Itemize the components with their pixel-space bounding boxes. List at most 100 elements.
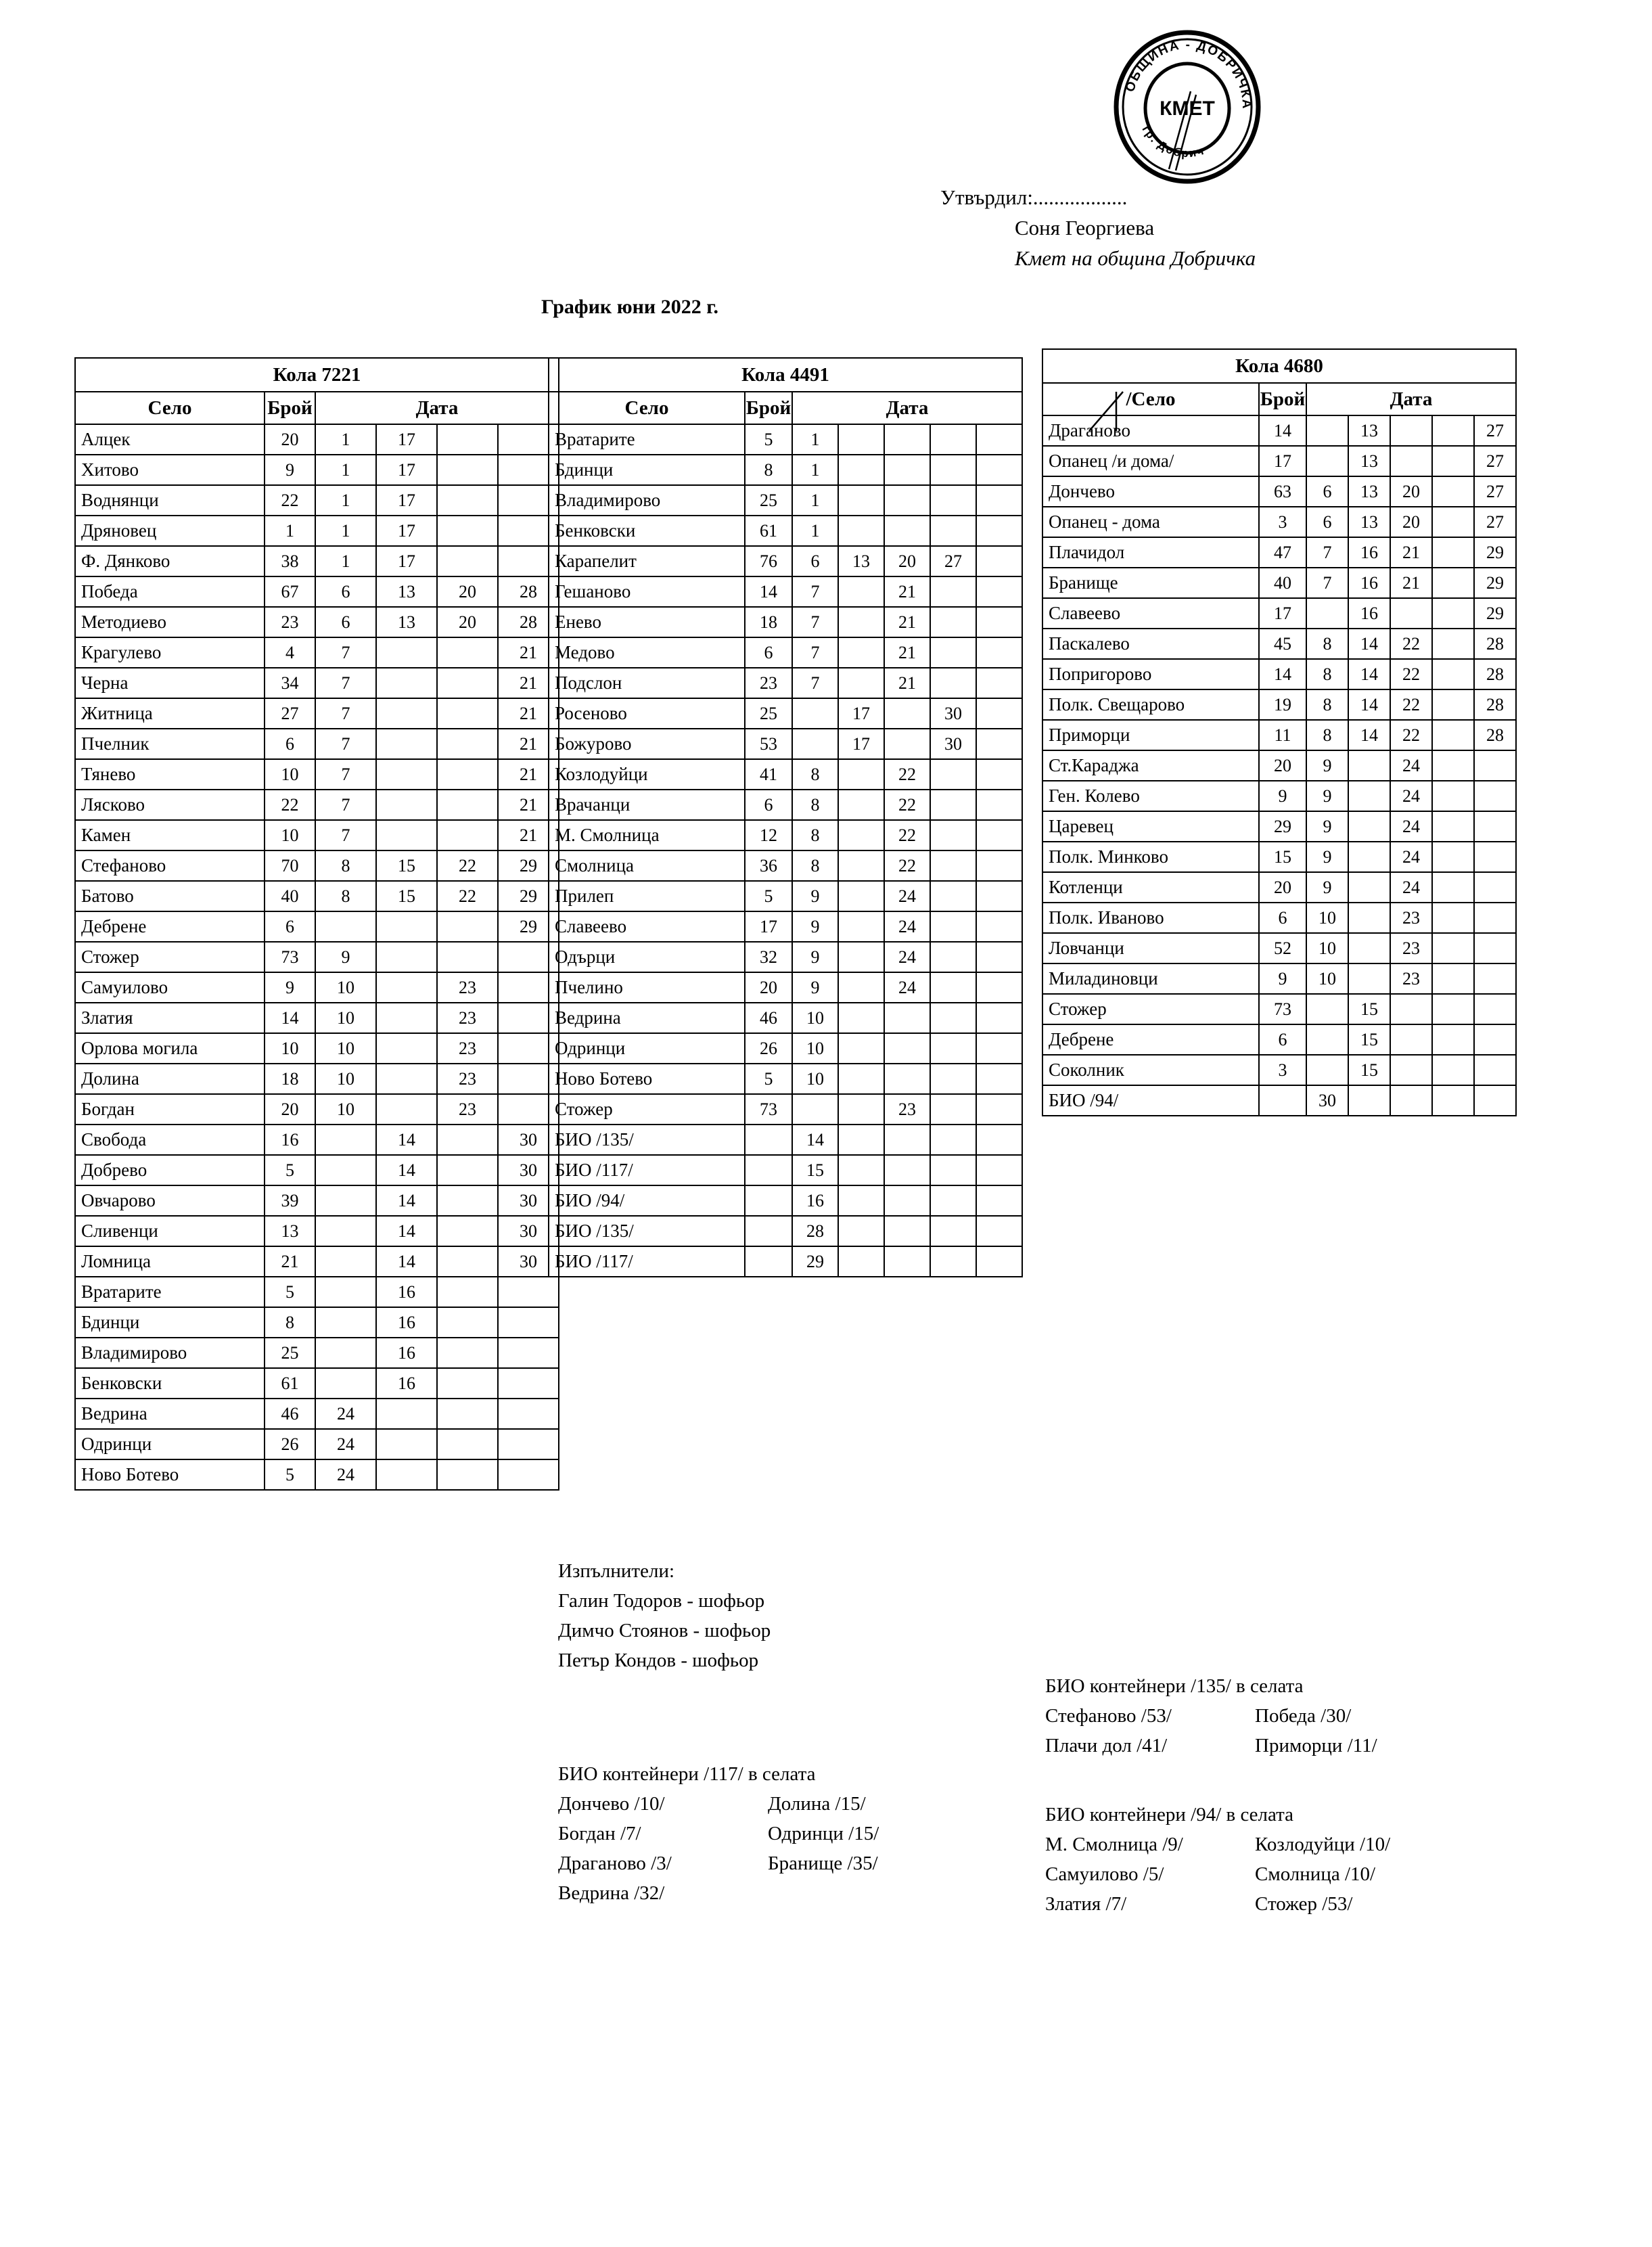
cell-date	[436, 424, 499, 455]
cell-date	[1306, 445, 1349, 477]
cell-date: 1	[791, 484, 839, 516]
cell-count: 6	[744, 789, 793, 821]
table-row: Воднянци 22 1 17	[74, 484, 560, 516]
table-row: Дончево 63 6 13 20 27	[1042, 476, 1517, 507]
cell-count: 17	[1258, 445, 1307, 477]
cell-date	[436, 941, 499, 973]
cell-date: 13	[375, 576, 438, 608]
cell-date: 14	[375, 1246, 438, 1277]
table-row: Камен 10 7 21	[74, 819, 560, 851]
cell-date	[930, 758, 977, 790]
cell-date	[975, 698, 1024, 729]
bio-entry-left: Ведрина /32/	[558, 1882, 665, 1905]
cell-village: Бенковски	[74, 1367, 265, 1399]
cell-count: 18	[744, 606, 793, 638]
cell-date	[975, 1246, 1024, 1277]
cell-village: М. Смолница	[548, 819, 745, 851]
cell-village: БИО /135/	[548, 1124, 745, 1156]
cell-village: Дончево	[1042, 476, 1260, 507]
cell-date: 20	[1390, 506, 1433, 538]
table-row: Пчелино 20 9 24	[548, 972, 1024, 1003]
cell-date	[975, 545, 1024, 577]
bio-entry-left: Стефаново /53/	[1045, 1705, 1172, 1727]
cell-date	[930, 850, 977, 882]
table-body-7221: Алцек 20 1 17 Хитово 9 1 17 Воднянци 22 1 17 Дрянове…	[74, 424, 560, 1491]
cell-count: 27	[264, 698, 316, 729]
table-row: Ломница 21 14 30	[74, 1246, 560, 1277]
svg-text:КМЕТ: КМЕТ	[1160, 97, 1215, 120]
table-row: Подслон 23 7 21	[548, 667, 1024, 699]
cell-date: 17	[375, 424, 438, 455]
cell-count: 8	[264, 1307, 316, 1338]
cell-count: 29	[1258, 811, 1307, 842]
cell-date: 14	[375, 1185, 438, 1217]
cell-date	[436, 1459, 499, 1491]
cell-date: 10	[315, 972, 377, 1003]
cell-date	[436, 1246, 499, 1277]
cell-village: Орлова могила	[74, 1032, 265, 1064]
cell-date	[1473, 932, 1517, 964]
table-row: Бдинци 8 1	[548, 454, 1024, 486]
table-row: Лясково 22 7 21	[74, 789, 560, 821]
cell-date: 7	[791, 637, 839, 668]
table-row: Козлодуйци 41 8 22	[548, 758, 1024, 790]
cell-count: 25	[744, 484, 793, 516]
cell-date	[1431, 871, 1475, 903]
cell-date	[884, 698, 931, 729]
cell-date: 28	[1473, 628, 1517, 660]
cell-date	[884, 1063, 931, 1095]
cell-date	[930, 667, 977, 699]
cell-date: 29	[1473, 537, 1517, 568]
executor-name: Галин Тодоров - шофьор	[558, 1590, 765, 1612]
cell-date	[838, 1154, 885, 1186]
cell-date	[375, 1428, 438, 1460]
cell-count	[744, 1246, 793, 1277]
bio-117-block: БИО контейнери /117/ в селата Дончево /1…	[558, 1759, 879, 1908]
cell-date	[1348, 871, 1391, 903]
cell-date: 21	[884, 606, 931, 638]
cell-date: 22	[1390, 658, 1433, 690]
cell-count: 6	[1258, 902, 1307, 934]
cell-date	[1473, 1054, 1517, 1086]
cell-date	[436, 1276, 499, 1308]
cell-date: 9	[315, 941, 377, 973]
table-row: Врачанци 6 8 22	[548, 789, 1024, 821]
cell-date: 9	[791, 911, 839, 943]
bio-94-block: БИО контейнери /94/ в селата М. Смолница…	[1045, 1800, 1390, 1919]
cell-village: Вратарите	[548, 424, 745, 455]
cell-date	[838, 454, 885, 486]
cell-date	[1431, 1054, 1475, 1086]
cell-date: 10	[1306, 932, 1349, 964]
cell-village: Соколник	[1042, 1054, 1260, 1086]
cell-date	[1431, 1085, 1475, 1116]
cell-village: Опанец /и дома/	[1042, 445, 1260, 477]
cell-village: Владимирово	[548, 484, 745, 516]
cell-date	[1390, 445, 1433, 477]
cell-date: 14	[375, 1215, 438, 1247]
cell-date	[497, 1337, 560, 1369]
cell-date	[975, 728, 1024, 760]
cell-date	[1431, 597, 1475, 629]
cell-date: 30	[1306, 1085, 1349, 1116]
cell-date: 9	[791, 941, 839, 973]
cell-date: 22	[1390, 689, 1433, 721]
cell-date: 22	[436, 880, 499, 912]
cell-date	[436, 454, 499, 486]
cell-date	[436, 545, 499, 577]
cell-count: 20	[1258, 750, 1307, 781]
cell-date	[1431, 506, 1475, 538]
table-row: Ф. Дянково 38 1 17	[74, 545, 560, 577]
cell-date	[1390, 415, 1433, 447]
cell-date: 8	[791, 819, 839, 851]
table-row: Плачидол 47 7 16 21 29	[1042, 537, 1517, 568]
cell-village: Подслон	[548, 667, 745, 699]
cell-count: 73	[744, 1093, 793, 1125]
cell-date: 14	[1348, 689, 1391, 721]
cell-date	[436, 1215, 499, 1247]
cell-date	[375, 789, 438, 821]
cell-date: 7	[315, 819, 377, 851]
table-row: Овчарово 39 14 30	[74, 1185, 560, 1217]
cell-date: 8	[1306, 658, 1349, 690]
cell-date: 7	[315, 698, 377, 729]
cell-date	[315, 1246, 377, 1277]
